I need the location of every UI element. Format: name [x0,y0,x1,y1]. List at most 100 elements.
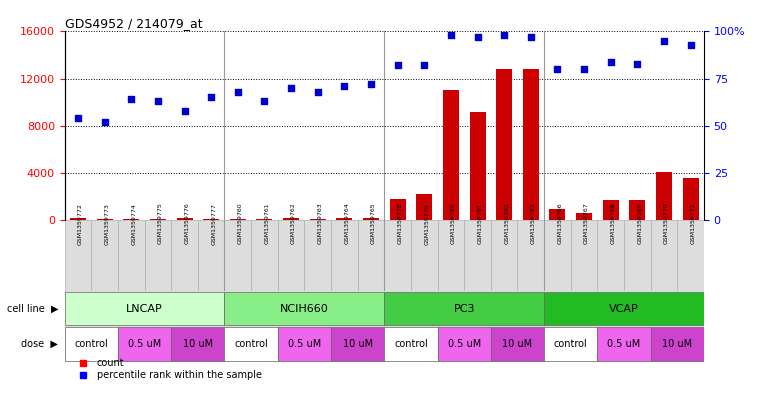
Text: 10 uM: 10 uM [342,339,373,349]
Bar [203,219,219,220]
Text: 0.5 uM: 0.5 uM [607,339,641,349]
Legend: count, percentile rank within the sample: count, percentile rank within the sample [69,354,266,384]
Text: GSM1359775: GSM1359775 [158,203,163,244]
Bar [224,220,251,291]
Bar [283,219,299,220]
Bar [651,220,677,291]
Bar [597,327,651,361]
Bar [416,194,432,220]
Text: GSM1359782: GSM1359782 [504,203,509,244]
Point [631,61,643,67]
Bar [97,219,113,220]
Text: GSM1359773: GSM1359773 [104,203,110,244]
Bar [256,219,272,220]
Bar [491,327,544,361]
Bar [331,327,384,361]
Bar [384,292,544,325]
Bar [491,220,517,291]
Bar [624,220,651,291]
Text: 0.5 uM: 0.5 uM [447,339,481,349]
Text: GSM1359765: GSM1359765 [371,203,376,244]
Point [578,66,590,72]
Bar [118,220,145,291]
Text: GSM1359768: GSM1359768 [610,203,616,244]
Point [444,32,457,39]
Point [338,83,350,89]
Bar [65,292,224,325]
Text: dose  ▶: dose ▶ [21,339,59,349]
Bar [544,292,704,325]
Text: GSM1359771: GSM1359771 [690,203,696,244]
Point [258,98,271,105]
Bar [177,218,193,220]
Bar [656,172,672,220]
Bar [198,220,224,291]
Point [419,62,431,68]
Bar [65,327,118,361]
Bar [384,327,438,361]
Point [604,59,616,65]
Text: PC3: PC3 [454,303,475,314]
Text: GSM1359777: GSM1359777 [211,203,216,244]
Text: cell line  ▶: cell line ▶ [7,303,59,314]
Bar [224,292,384,325]
Text: GSM1359772: GSM1359772 [78,203,83,244]
Bar [470,112,486,220]
Text: GSM1359760: GSM1359760 [237,203,243,244]
Bar [549,209,565,220]
Bar [70,219,86,220]
Text: LNCAP: LNCAP [126,303,163,314]
Bar [310,219,326,220]
Point [498,32,510,39]
Bar [171,220,198,291]
Point [658,38,670,44]
Text: control: control [75,339,108,349]
Bar [91,220,118,291]
Bar [145,220,171,291]
Text: 10 uM: 10 uM [662,339,693,349]
Text: GSM1359774: GSM1359774 [131,203,136,244]
Point [231,89,244,95]
Text: GSM1359763: GSM1359763 [318,203,323,244]
Bar [544,327,597,361]
Bar [629,200,645,220]
Bar [336,218,352,220]
Point [285,85,297,91]
Bar [517,220,544,291]
Text: GSM1359783: GSM1359783 [530,203,536,244]
Bar [278,327,331,361]
Text: GSM1359762: GSM1359762 [291,203,296,244]
Text: VCAP: VCAP [609,303,639,314]
Text: GSM1359781: GSM1359781 [478,203,482,244]
Point [471,34,484,40]
Bar [331,220,358,291]
Bar [677,220,704,291]
Bar [224,327,278,361]
Bar [251,220,278,291]
Point [125,96,137,103]
Point [391,62,403,68]
Bar [230,219,246,220]
Bar [390,199,406,220]
Bar [464,220,491,291]
Text: GSM1359778: GSM1359778 [397,203,403,244]
Bar [65,220,91,291]
Text: GSM1359761: GSM1359761 [265,203,269,244]
Point [312,89,324,95]
Bar [603,200,619,220]
Bar [438,220,464,291]
Text: control: control [554,339,587,349]
Point [524,34,537,40]
Point [684,42,696,48]
Point [551,66,563,72]
Text: GSM1359767: GSM1359767 [584,203,589,244]
Bar [523,69,539,220]
Bar [496,69,512,220]
Bar [597,220,624,291]
Point [151,98,164,105]
Text: GSM1359779: GSM1359779 [425,203,429,244]
Point [72,115,84,121]
Point [178,108,190,114]
Point [205,94,218,101]
Text: control: control [234,339,268,349]
